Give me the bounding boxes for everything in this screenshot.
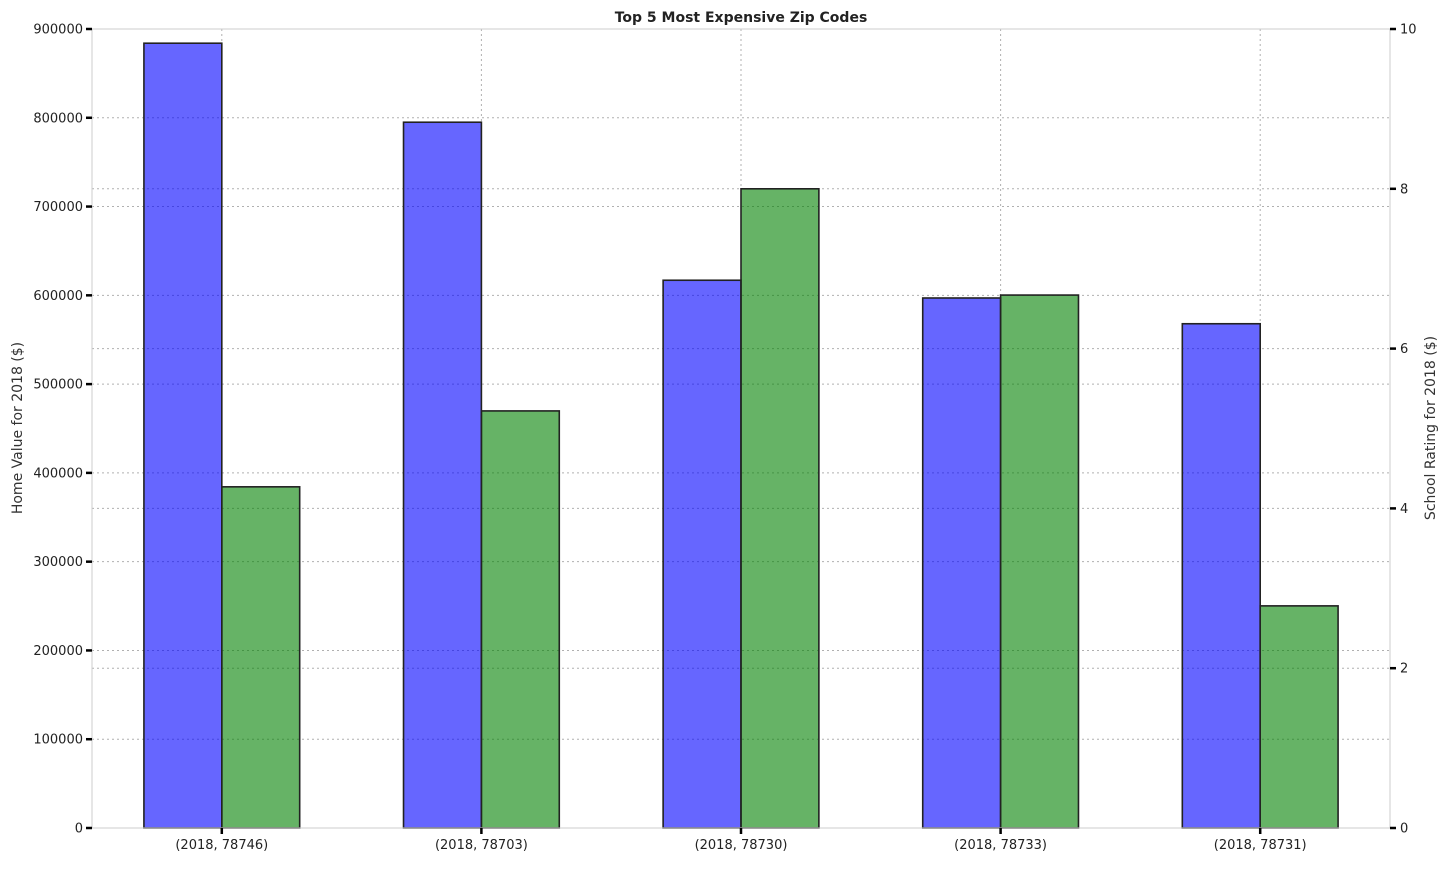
school-rating-bar [1259, 605, 1339, 829]
y-tick-label: 600000 [33, 289, 83, 304]
y-tick-label: 900000 [33, 23, 83, 38]
y-tick-label: 200000 [33, 644, 83, 659]
home-value-bar [662, 279, 742, 829]
x-tick-label: (2018, 78746) [175, 838, 268, 853]
y-tick-label: 400000 [33, 466, 83, 481]
y-axis-label: Home Value for 2018 ($) [10, 342, 26, 514]
y2-axis-label: School Rating for 2018 ($) [1423, 336, 1439, 520]
y-tick-label: 800000 [33, 111, 83, 126]
x-tick-label: (2018, 78733) [954, 838, 1047, 853]
chart-title: Top 5 Most Expensive Zip Codes [615, 10, 868, 26]
y2-tick-label: 6 [1400, 342, 1408, 357]
axes-layer: 0 100000 200000 300000 400000 500000 600000 700… [33, 23, 1416, 854]
y-tick-label: 300000 [33, 555, 83, 570]
home-value-bar [1181, 322, 1261, 829]
bars-layer [143, 42, 1339, 829]
y-tick-label: 0 [75, 822, 83, 837]
x-tick-label: (2018, 78731) [1214, 838, 1307, 853]
y2-tick-label: 0 [1400, 822, 1408, 837]
home-value-bar [402, 121, 483, 829]
y2-tick-label: 4 [1400, 502, 1408, 517]
school-rating-bar [740, 188, 820, 829]
y2-tick-label: 10 [1400, 23, 1417, 38]
x-tick-label: (2018, 78703) [435, 838, 528, 853]
school-rating-bar [999, 294, 1080, 829]
home-value-bar [143, 42, 223, 829]
school-rating-bar [221, 486, 301, 829]
y2-tick-label: 8 [1400, 182, 1408, 197]
x-tick-label: (2018, 78730) [695, 838, 788, 853]
y-tick-label: 500000 [33, 378, 83, 393]
y2-tick-label: 2 [1400, 662, 1408, 677]
y-tick-label: 100000 [33, 733, 83, 748]
school-rating-bar [480, 410, 561, 829]
y-tick-label: 700000 [33, 200, 83, 215]
home-value-bar [921, 297, 1002, 829]
